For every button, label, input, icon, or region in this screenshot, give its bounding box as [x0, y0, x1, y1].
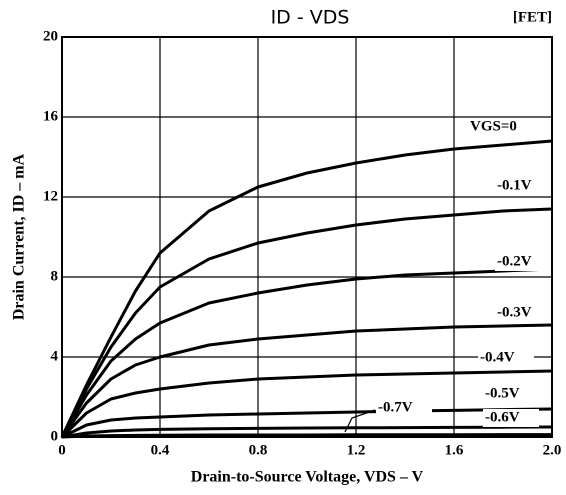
label-bg: [483, 385, 539, 403]
label-bg: [483, 409, 539, 427]
label-bg: [376, 399, 432, 417]
plot-frame: [61, 36, 553, 438]
curve: [60, 139, 553, 438]
x-tick-label: 1.6: [445, 442, 464, 458]
x-tick-label: 0: [58, 442, 66, 458]
y-tick-label: 8: [51, 268, 59, 284]
series-label: -0.5V: [485, 385, 520, 401]
y-axis-label: Drain Current, ID – mA: [11, 153, 28, 320]
x-tick-label: 0.4: [151, 442, 170, 458]
y-tick-label: 4: [51, 348, 59, 364]
series-label: -0.1V: [497, 177, 532, 193]
label-bg: [478, 349, 534, 367]
label-bg: [495, 177, 551, 195]
x-tick-label: 2.0: [543, 442, 562, 458]
x-tick-label: 1.2: [347, 442, 366, 458]
label-bg: [495, 253, 551, 271]
curve: [61, 433, 552, 439]
chart-title: ID - VDS: [271, 7, 350, 29]
label-bg: [495, 304, 551, 322]
series-label: -0.2V: [497, 253, 532, 269]
series-label: -0.3V: [497, 304, 532, 320]
y-tick-label: 20: [43, 28, 58, 44]
curve: [60, 267, 553, 438]
y-tick-label: 16: [43, 108, 59, 124]
series-label: -0.4V: [480, 349, 515, 365]
curve: [60, 323, 553, 438]
leader-line: [344, 409, 376, 433]
label-bg: [468, 118, 524, 136]
curve: [60, 369, 553, 439]
y-tick-label: 12: [43, 188, 58, 204]
x-tick-label: 0.8: [249, 442, 268, 458]
curve: [60, 207, 553, 438]
curve: [61, 407, 553, 439]
series-label: -0.7V: [378, 399, 413, 415]
series-label: VGS=0: [470, 118, 517, 134]
y-tick-label: 0: [51, 428, 59, 444]
series-label: -0.6V: [485, 409, 520, 425]
curve: [61, 425, 553, 439]
x-axis-label: Drain-to-Source Voltage, VDS – V: [191, 469, 424, 486]
chart-tag: [FET]: [513, 9, 552, 25]
